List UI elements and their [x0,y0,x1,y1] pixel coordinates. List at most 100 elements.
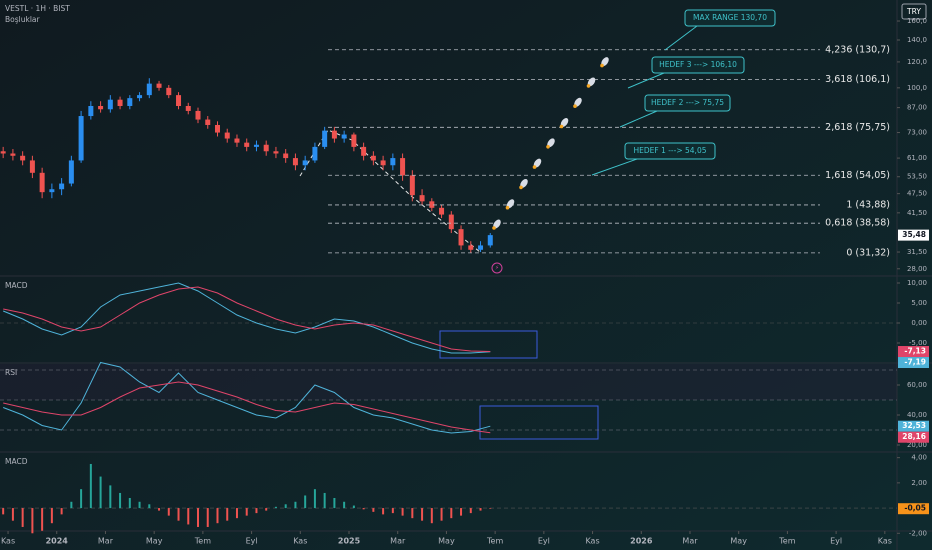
histogram-bar [372,508,375,512]
y-tick-label: 41,50 [907,209,927,217]
histogram-bar [479,508,482,511]
candle-body [351,134,357,147]
pane-title: MACD [5,457,28,466]
histogram-bar [138,501,141,509]
price-tag-label: -7,13 [904,347,926,356]
candle-body [166,87,172,96]
histogram-bar [41,508,44,531]
subtitle: Boşluklar [5,15,41,24]
rsi-band [0,364,897,400]
x-tick-label: Kas [878,537,892,546]
x-tick-label: Eyl [538,537,550,546]
fib-label: 1 (43,88) [846,199,890,210]
histogram-bar [80,489,83,509]
highlight-box [439,330,538,359]
histogram-bar [50,508,53,524]
x-tick-label: May [438,537,455,546]
histogram-bar [401,508,404,516]
candle-body [88,105,94,117]
y-tick-label: -5,00 [909,339,927,347]
pane-title: RSI [5,368,17,377]
y-tick-label: 31,50 [907,248,927,256]
currency-button[interactable] [901,3,927,20]
price-tag [898,229,929,241]
fib-label: 0 (31,32) [846,247,890,258]
rocket-icon [601,57,609,67]
candle-body [448,214,454,230]
currency-label[interactable]: TRY [906,7,921,16]
candle-body [409,175,415,196]
y-tick-label: 28,00 [907,265,927,273]
histogram-bar [148,504,151,509]
histogram-bar [89,463,92,509]
highlight-box [479,405,599,440]
event-icon-glyph: ⚡ [495,265,499,272]
rocket-flame [559,124,564,129]
rocket-icon [520,178,528,188]
histogram-bar [265,508,268,511]
x-tick-label: 2026 [630,537,653,546]
price-tag [898,431,929,443]
x-tick-label: 2025 [338,537,361,546]
candle-body [468,245,474,250]
x-tick-label: Mar [682,537,698,546]
histogram-bar [206,508,209,527]
candle-body [312,146,318,161]
rocket-flame [546,145,550,149]
callout-box [624,142,716,160]
candle-body [370,155,376,161]
price-tag [898,357,929,369]
histogram-bar [235,508,238,519]
rocket-icon [587,77,596,87]
indicator-line [3,381,491,434]
rocket-flame [600,63,604,68]
indicator-line [3,282,491,354]
histogram-bar [411,508,414,519]
y-tick-label: 2,00 [911,479,927,487]
histogram-bar [177,508,180,521]
y-tick-label: 61,00 [907,154,927,162]
candle-body [20,155,26,161]
candle-body [331,130,337,139]
histogram-bar [304,495,307,509]
x-tick-label: Tem [194,537,211,546]
y-tick-label: 47,50 [907,190,927,198]
price-tag-label: -7,19 [904,358,926,367]
x-tick-label: 2024 [46,537,69,546]
candle-body [224,132,230,139]
candle-body [185,105,191,111]
rocket-flame [586,84,591,88]
y-tick-label: 53,50 [907,173,927,181]
histogram-bar [421,508,424,521]
histogram-bar [294,501,297,509]
event-icon [491,262,503,274]
fib-label: 0,618 (38,58) [825,218,890,229]
y-tick-label: 60,00 [907,381,927,389]
candle-body [487,235,493,246]
price-tag-label: 35,48 [902,230,926,239]
rocket-flame [505,205,510,210]
candle-body [156,83,162,88]
histogram-bar [323,492,326,509]
y-tick-label: 100,0 [907,84,927,92]
rocket-icon [493,219,501,229]
y-tick-label: 140,0 [907,36,927,44]
callout-text: HEDEF 1 ---> 54,05 [633,146,706,155]
x-tick-label: Eyl [246,537,258,546]
candle-body [49,189,55,193]
price-tag-label: 32,53 [902,421,926,430]
rocket-icon [574,97,582,107]
price-tag [898,420,929,432]
candle-body [214,124,220,133]
callout-box [644,94,731,112]
y-tick-label: 4,00 [911,454,927,462]
candle-body [390,158,396,166]
x-tick-label: Tem [778,537,795,546]
histogram-bar [245,508,248,516]
y-tick-label: 87,00 [907,104,927,112]
y-tick-label: 10,00 [907,279,927,287]
candle-body [0,151,6,154]
price-tag-label: 28,16 [902,432,926,441]
